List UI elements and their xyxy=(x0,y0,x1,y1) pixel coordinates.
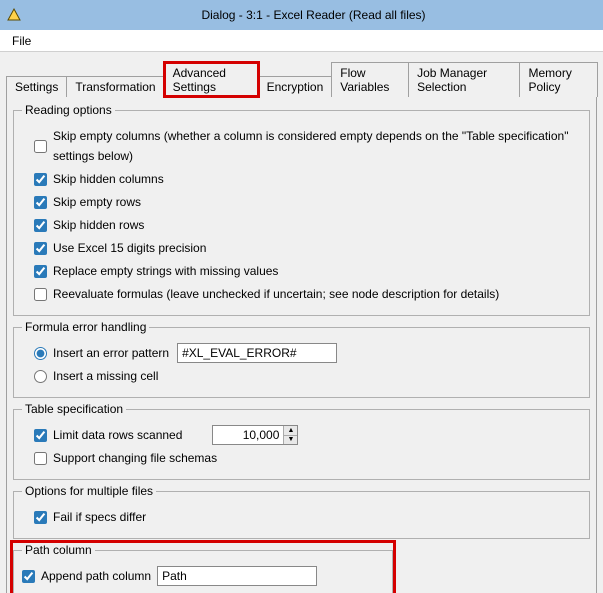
window-title: Dialog - 3:1 - Excel Reader (Read all fi… xyxy=(30,8,597,22)
support-changing-schemas-label: Support changing file schemas xyxy=(53,448,217,468)
skip-empty-rows-label: Skip empty rows xyxy=(53,192,141,212)
skip-empty-columns-label: Skip empty columns (whether a column is … xyxy=(53,126,581,166)
path-column-group: Path column Append path column xyxy=(13,543,393,593)
tab-strip: Settings Transformation Advanced Setting… xyxy=(6,62,597,97)
limit-rows-input[interactable] xyxy=(213,426,283,444)
skip-hidden-rows-checkbox[interactable] xyxy=(34,219,47,232)
table-spec-group: Table specification Limit data rows scan… xyxy=(13,402,590,480)
insert-missing-cell-label: Insert a missing cell xyxy=(53,366,158,386)
reading-options-group: Reading options Skip empty columns (whet… xyxy=(13,103,590,316)
excel-15-digits-checkbox[interactable] xyxy=(34,242,47,255)
limit-rows-spinner[interactable]: ▲ ▼ xyxy=(212,425,298,445)
insert-missing-cell-radio[interactable] xyxy=(34,370,47,383)
excel-15-digits-label: Use Excel 15 digits precision xyxy=(53,238,206,258)
dialog-content: Settings Transformation Advanced Setting… xyxy=(0,52,603,593)
spinner-up-icon[interactable]: ▲ xyxy=(284,426,297,436)
multi-files-legend: Options for multiple files xyxy=(22,484,156,498)
path-column-legend: Path column xyxy=(22,543,95,557)
error-pattern-input[interactable] xyxy=(177,343,337,363)
append-path-column-checkbox[interactable] xyxy=(22,570,35,583)
support-changing-schemas-checkbox[interactable] xyxy=(34,452,47,465)
insert-error-pattern-radio[interactable] xyxy=(34,347,47,360)
insert-error-pattern-label: Insert an error pattern xyxy=(53,343,169,363)
spinner-buttons[interactable]: ▲ ▼ xyxy=(283,426,297,444)
skip-empty-columns-checkbox[interactable] xyxy=(34,140,47,153)
titlebar: Dialog - 3:1 - Excel Reader (Read all fi… xyxy=(0,0,603,30)
skip-hidden-columns-label: Skip hidden columns xyxy=(53,169,164,189)
limit-rows-checkbox[interactable] xyxy=(34,429,47,442)
limit-rows-label: Limit data rows scanned xyxy=(53,425,182,445)
skip-hidden-columns-checkbox[interactable] xyxy=(34,173,47,186)
reevaluate-formulas-checkbox[interactable] xyxy=(34,288,47,301)
advanced-settings-panel: Reading options Skip empty columns (whet… xyxy=(6,96,597,593)
replace-empty-strings-checkbox[interactable] xyxy=(34,265,47,278)
spinner-down-icon[interactable]: ▼ xyxy=(284,436,297,445)
tab-job-manager[interactable]: Job Manager Selection xyxy=(408,62,520,97)
tab-settings[interactable]: Settings xyxy=(6,76,67,97)
multi-files-group: Options for multiple files Fail if specs… xyxy=(13,484,590,539)
app-icon xyxy=(6,7,22,23)
skip-empty-rows-checkbox[interactable] xyxy=(34,196,47,209)
append-path-column-label: Append path column xyxy=(41,566,151,586)
skip-hidden-rows-label: Skip hidden rows xyxy=(53,215,144,235)
tab-encryption[interactable]: Encryption xyxy=(258,76,333,97)
reading-options-legend: Reading options xyxy=(22,103,115,117)
reevaluate-formulas-label: Reevaluate formulas (leave unchecked if … xyxy=(53,284,499,304)
formula-error-legend: Formula error handling xyxy=(22,320,149,334)
tab-flow-variables[interactable]: Flow Variables xyxy=(331,62,409,97)
path-column-name-input[interactable] xyxy=(157,566,317,586)
table-spec-legend: Table specification xyxy=(22,402,126,416)
replace-empty-strings-label: Replace empty strings with missing value… xyxy=(53,261,278,281)
fail-if-specs-differ-label: Fail if specs differ xyxy=(53,507,146,527)
menu-file[interactable]: File xyxy=(6,32,37,50)
tab-memory-policy[interactable]: Memory Policy xyxy=(519,62,598,97)
menubar: File xyxy=(0,30,603,52)
fail-if-specs-differ-checkbox[interactable] xyxy=(34,511,47,524)
tab-transformation[interactable]: Transformation xyxy=(66,76,164,97)
formula-error-group: Formula error handling Insert an error p… xyxy=(13,320,590,398)
tab-advanced-settings[interactable]: Advanced Settings xyxy=(164,62,259,97)
